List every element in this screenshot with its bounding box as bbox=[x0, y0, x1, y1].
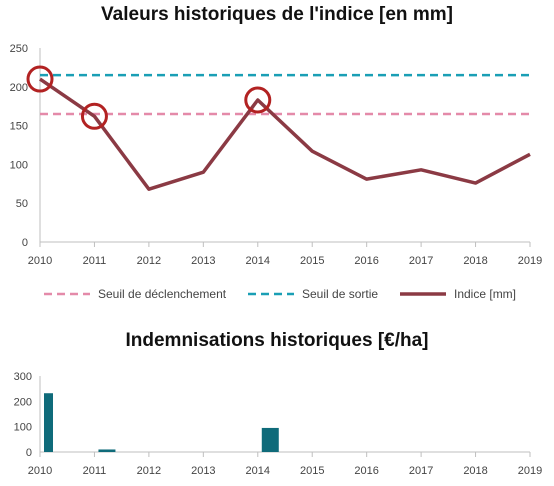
x-tick-label: 2019 bbox=[518, 255, 542, 267]
y-tick-label: 0 bbox=[26, 447, 32, 459]
x-tick-label: 2018 bbox=[463, 465, 487, 477]
y-tick-label: 200 bbox=[10, 82, 28, 94]
x-tick-label: 2016 bbox=[354, 255, 378, 267]
x-tick-label: 2017 bbox=[409, 465, 433, 477]
y-tick-label: 300 bbox=[14, 371, 32, 383]
x-tick-label: 2011 bbox=[83, 465, 107, 477]
x-tick-label: 2012 bbox=[137, 255, 161, 267]
x-tick-label: 2010 bbox=[28, 255, 52, 267]
x-tick-label: 2016 bbox=[354, 465, 378, 477]
bar bbox=[44, 393, 53, 452]
x-tick-label: 2012 bbox=[137, 465, 161, 477]
highlight-circle bbox=[26, 65, 54, 93]
chart-title-index: Valeurs historiques de l'indice [en mm] bbox=[101, 4, 453, 25]
chart-title-compensation: Indemnisations historiques [€/ha] bbox=[125, 330, 429, 351]
y-tick-label: 0 bbox=[22, 237, 28, 249]
y-tick-label: 250 bbox=[10, 43, 28, 55]
x-tick-label: 2019 bbox=[518, 465, 542, 477]
y-tick-label: 200 bbox=[14, 396, 32, 408]
highlight-circle bbox=[80, 102, 108, 130]
x-tick-label: 2010 bbox=[28, 465, 52, 477]
x-tick-label: 2014 bbox=[246, 465, 270, 477]
x-tick-label: 2015 bbox=[300, 255, 324, 267]
highlight-circle bbox=[244, 86, 272, 114]
bar bbox=[261, 427, 279, 452]
legend-label: Indice [mm] bbox=[454, 287, 516, 301]
bar bbox=[98, 449, 116, 452]
x-tick-label: 2015 bbox=[300, 465, 324, 477]
x-tick-label: 2013 bbox=[191, 255, 215, 267]
y-tick-label: 100 bbox=[10, 159, 28, 171]
y-tick-label: 150 bbox=[10, 121, 28, 133]
legend-label: Seuil de déclenchement bbox=[98, 287, 227, 301]
y-tick-label: 50 bbox=[16, 198, 28, 210]
x-tick-label: 2011 bbox=[83, 255, 107, 267]
y-tick-label: 100 bbox=[14, 422, 32, 434]
legend-label: Seuil de sortie bbox=[302, 287, 378, 301]
x-tick-label: 2013 bbox=[191, 465, 215, 477]
x-tick-label: 2014 bbox=[246, 255, 270, 267]
x-tick-label: 2018 bbox=[463, 255, 487, 267]
x-tick-label: 2017 bbox=[409, 255, 433, 267]
series-line-3 bbox=[39, 77, 531, 191]
